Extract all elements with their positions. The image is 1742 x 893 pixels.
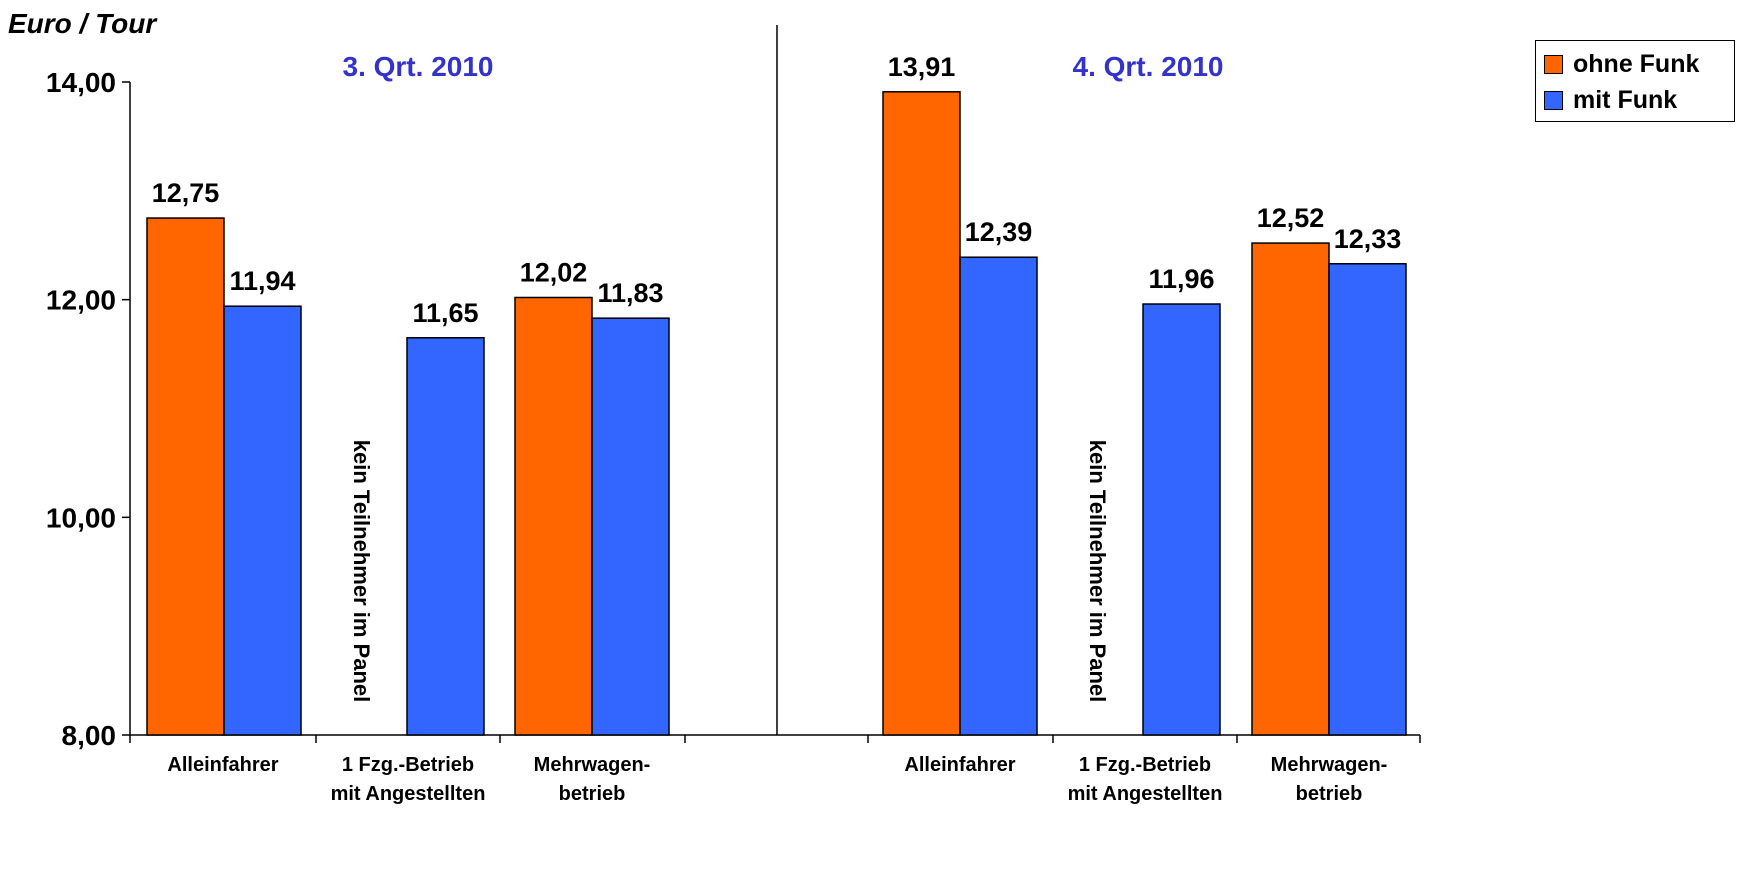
bar-mit-funk xyxy=(959,256,1038,736)
data-label: 11,83 xyxy=(597,278,663,308)
data-label: 12,75 xyxy=(152,178,220,208)
x-category-label: betrieb xyxy=(559,783,626,805)
bar-ohne-funk xyxy=(1251,242,1330,736)
bar-mit-funk xyxy=(406,337,485,736)
legend-label-ohne-funk: ohne Funk xyxy=(1573,49,1700,78)
y-tick-label: 8,00 xyxy=(62,720,117,751)
data-label: 11,94 xyxy=(229,266,295,296)
bar-mit-funk xyxy=(591,317,670,736)
no-participant-annotation: kein Teilnehmer im Panel xyxy=(349,440,374,702)
legend-label-mit-funk: mit Funk xyxy=(1573,85,1678,114)
x-category-label: betrieb xyxy=(1296,783,1363,805)
bar-ohne-funk xyxy=(146,217,225,736)
no-participant-annotation: kein Teilnehmer im Panel xyxy=(1085,440,1110,702)
y-axis-unit-label: Euro / Tour xyxy=(8,8,157,39)
data-label: 11,65 xyxy=(412,298,478,328)
x-category-label: Mehrwagen- xyxy=(534,754,651,776)
group-title: 4. Qrt. 2010 xyxy=(1073,51,1224,82)
x-category-label: Alleinfahrer xyxy=(904,754,1015,776)
data-label: 12,52 xyxy=(1257,203,1325,233)
legend-item-mit-funk: mit Funk xyxy=(1544,85,1677,115)
bar-ohne-funk xyxy=(514,296,593,736)
x-category-label: 1 Fzg.-Betrieb xyxy=(342,754,474,776)
data-label: 12,39 xyxy=(965,217,1033,247)
legend-item-ohne-funk: ohne Funk xyxy=(1544,49,1699,79)
group-title: 3. Qrt. 2010 xyxy=(343,51,494,82)
bar-mit-funk xyxy=(1142,303,1221,736)
x-category-label: Alleinfahrer xyxy=(167,754,278,776)
data-label: 13,91 xyxy=(888,52,956,82)
bar-mit-funk xyxy=(223,305,302,736)
x-category-label: Mehrwagen- xyxy=(1271,754,1388,776)
data-label: 12,33 xyxy=(1334,224,1402,254)
bar-ohne-funk xyxy=(882,91,961,736)
x-category-label: 1 Fzg.-Betrieb xyxy=(1079,754,1211,776)
data-label: 12,02 xyxy=(520,257,588,287)
legend-swatch-ohne-funk xyxy=(1544,54,1563,74)
legend-swatch-mit-funk xyxy=(1544,90,1563,110)
data-label: 11,96 xyxy=(1148,264,1214,294)
y-tick-label: 12,00 xyxy=(46,285,116,316)
chart-legend: ohne Funk mit Funk xyxy=(1535,40,1735,122)
y-tick-label: 14,00 xyxy=(46,67,116,98)
x-category-label: mit Angestellten xyxy=(331,783,486,805)
x-category-label: mit Angestellten xyxy=(1068,783,1223,805)
y-tick-label: 10,00 xyxy=(46,502,116,533)
bar-mit-funk xyxy=(1328,263,1407,736)
